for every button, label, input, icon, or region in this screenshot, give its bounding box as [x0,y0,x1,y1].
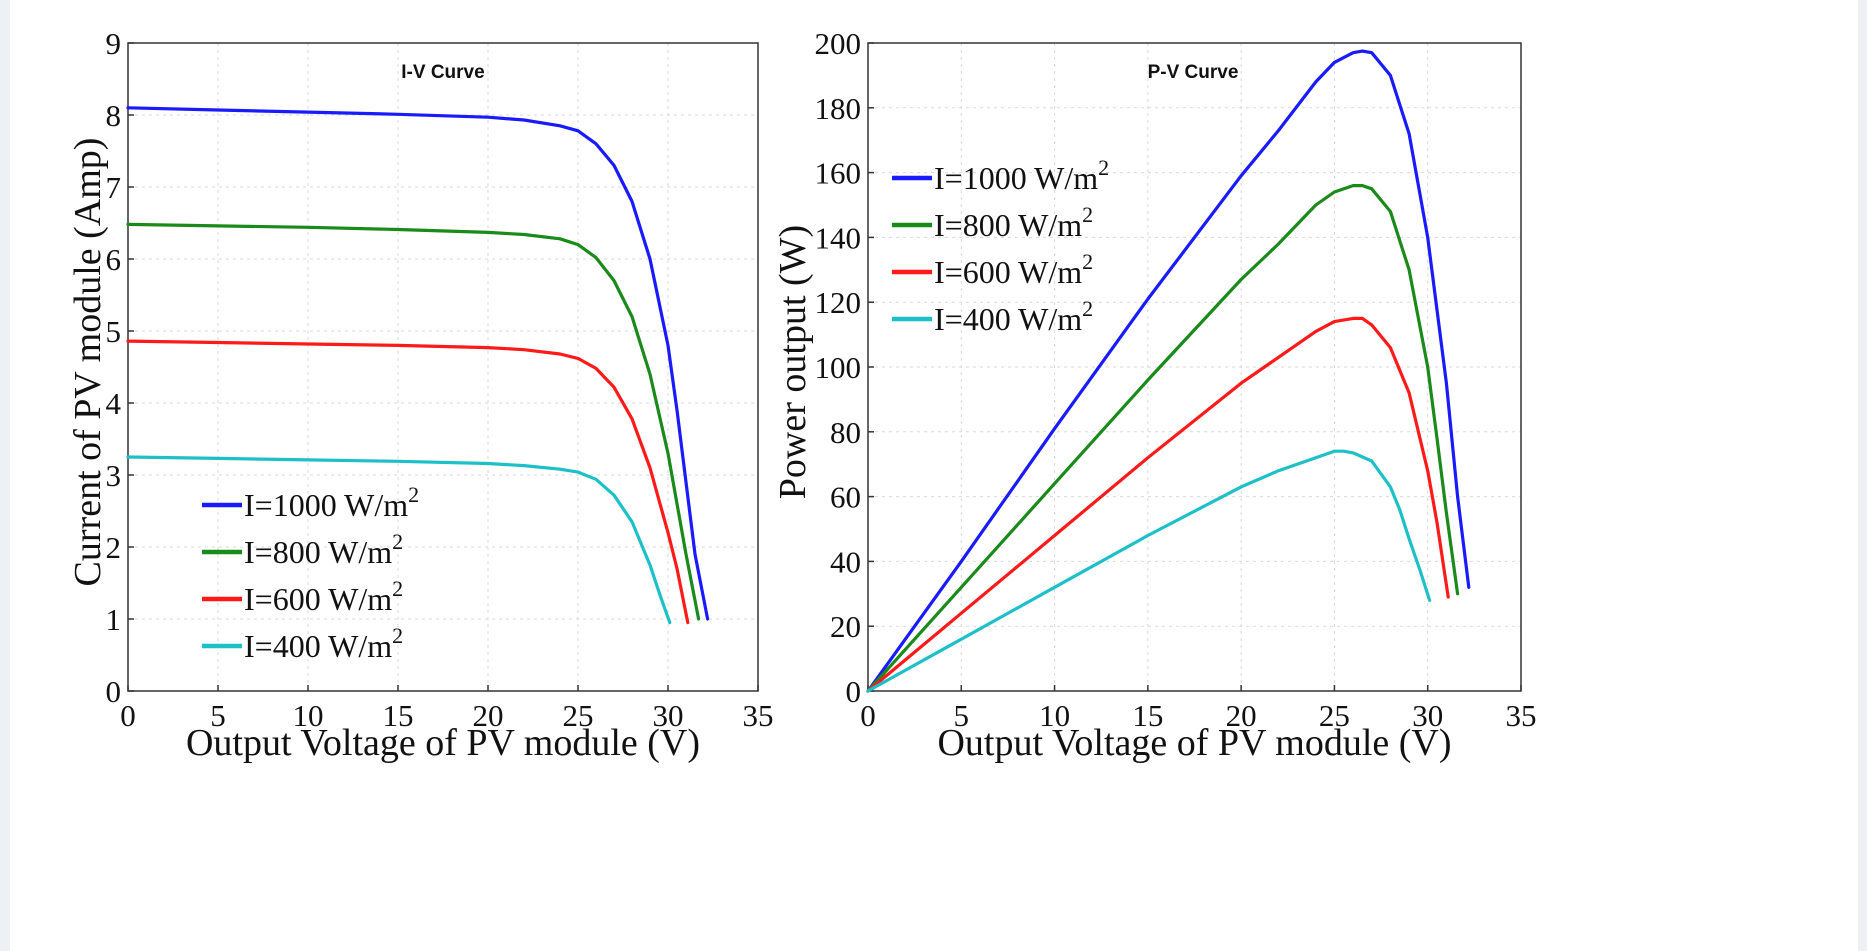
legend-label-superscript: 2 [392,623,403,648]
legend-label: I=800 W/m2 [244,529,403,570]
series-line-3 [866,316,1450,693]
chart-title: P-V Curve [1148,62,1239,83]
chart-panel-1: 0 5 10 15 20 25 30 35 0 1 2 3 4 5 6 7 8 9 I-V Curve Output … [67,26,774,764]
series-line-1 [866,49,1471,693]
series-line-3 [126,339,690,625]
legend-label: I=1000 W/m2 [244,482,419,523]
x-tick-label: 10 [1039,698,1070,733]
y-tick-label: 6 [106,242,122,277]
x-tick-label: 30 [653,698,684,733]
x-tick-label: 35 [1506,698,1537,733]
y-tick-label: 1 [106,602,122,637]
y-tick-label: 80 [830,415,861,450]
y-tick-label: 40 [830,544,861,579]
y-tick-label: 140 [815,220,862,255]
y-axis-label: Power output (W) [772,225,814,499]
figure-card: 0 5 10 15 20 25 30 35 0 1 2 3 4 5 6 7 8 9 I-V Curve Output … [10,0,1858,951]
legend-label-superscript: 2 [408,482,419,507]
legend-label: I=1000 W/m2 [934,155,1109,196]
y-tick-label: 5 [106,314,122,349]
legend: I=1000 W/m2 I=800 W/m2 I=600 W/m2 I=400 W/m… [202,482,419,664]
series-line-4 [126,455,672,625]
x-tick-label: 30 [1412,698,1443,733]
x-tick-label: 15 [1132,698,1163,733]
y-tick-label: 100 [815,350,862,385]
x-tick-label: 15 [383,698,414,733]
legend-label-superscript: 2 [1082,249,1093,274]
legend-label: I=400 W/m2 [244,623,403,664]
series-line-4 [866,449,1432,693]
y-axis-label: Current of PV module (Amp) [67,138,109,587]
x-tick-label: 10 [293,698,324,733]
legend-label-superscript: 2 [392,529,403,554]
y-tick-label: 180 [815,91,862,126]
y-tick-label: 120 [815,285,862,320]
x-tick-label: 5 [954,698,970,733]
legend-label: I=400 W/m2 [934,296,1093,337]
chart-panel-2: 0 5 10 15 20 25 30 35 0 20 40 60 80 100 120 140 160 180 20… [772,26,1537,764]
x-axis-label: Output Voltage of PV module (V) [186,722,700,764]
y-tick-label: 4 [106,386,122,421]
x-tick-label: 35 [743,698,774,733]
y-tick-label: 20 [830,609,861,644]
x-tick-label: 0 [860,698,876,733]
plot-frame [127,42,759,692]
legend-label-superscript: 2 [1082,202,1093,227]
legend-label-superscript: 2 [392,576,403,601]
y-tick-label: 3 [106,458,122,493]
x-tick-label: 20 [1226,698,1257,733]
y-tick-label: 200 [815,26,862,61]
y-tick-label: 9 [106,26,122,61]
x-tick-label: 20 [473,698,504,733]
y-tick-label: 8 [106,98,122,133]
legend-label-superscript: 2 [1082,296,1093,321]
y-tick-label: 160 [815,156,862,191]
chart-title: I-V Curve [401,62,484,83]
y-tick-label: 60 [830,480,861,515]
x-tick-label: 25 [1319,698,1350,733]
y-tick-label: 7 [106,170,122,205]
legend: I=1000 W/m2 I=800 W/m2 I=600 W/m2 I=400 W/m… [892,155,1109,337]
y-tick-label: 0 [106,674,122,709]
x-tick-label: 0 [120,698,136,733]
y-tick-label: 2 [106,530,122,565]
legend-label-superscript: 2 [1098,155,1109,180]
x-axis-label: Output Voltage of PV module (V) [937,722,1451,764]
legend-label: I=600 W/m2 [934,249,1093,290]
x-tick-label: 25 [563,698,594,733]
legend-label: I=800 W/m2 [934,202,1093,243]
series-line-2 [866,184,1460,693]
series-line-1 [126,106,710,621]
y-tick-label: 0 [846,674,862,709]
series-line-2 [126,222,701,621]
x-tick-label: 5 [210,698,226,733]
legend-label: I=600 W/m2 [244,576,403,617]
